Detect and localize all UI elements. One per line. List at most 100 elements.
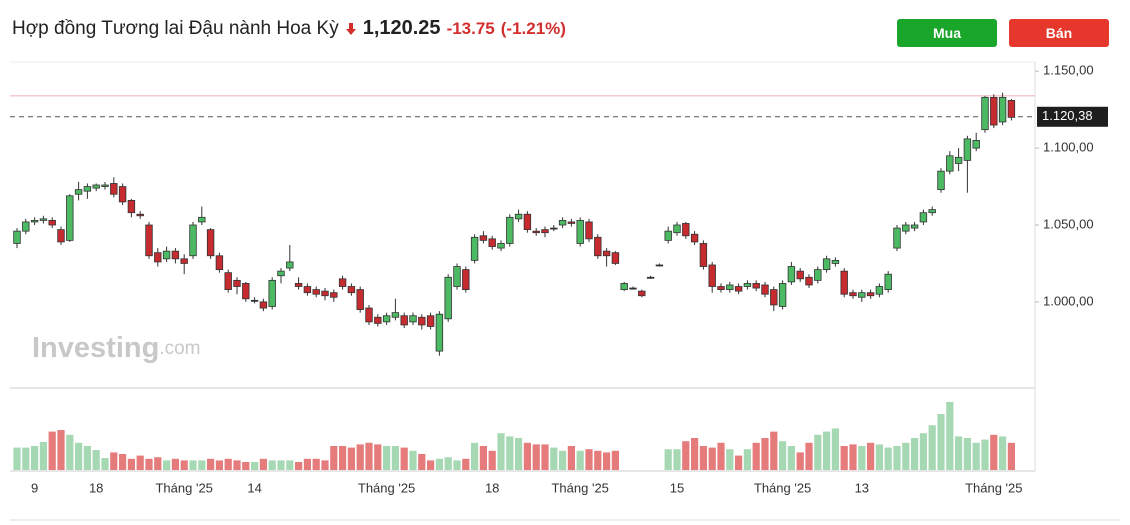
down-arrow	[345, 22, 356, 35]
volume-bar	[911, 438, 919, 470]
volume-bar	[567, 446, 575, 470]
candle-body	[946, 155, 954, 172]
volume-bar	[171, 458, 179, 470]
candle-body	[338, 278, 347, 287]
volume-bar	[127, 458, 135, 470]
volume-bar	[594, 450, 602, 470]
candle-body	[382, 315, 391, 323]
volume-bar	[224, 458, 232, 470]
volume-bar	[717, 442, 725, 470]
y-tick-label: 1.150,00	[1043, 63, 1094, 78]
volume-bar	[743, 449, 751, 470]
volume-bar	[673, 449, 681, 470]
candle-body	[1007, 100, 1016, 118]
x-tick-label: 9	[31, 480, 38, 495]
candle-body	[215, 255, 224, 270]
candle-body	[13, 230, 21, 244]
candle-body	[981, 96, 989, 131]
x-tick-label: Tháng '25	[155, 480, 212, 495]
volume-bar	[154, 457, 162, 470]
candle-body	[418, 316, 426, 326]
candle-body	[154, 252, 162, 263]
candle-body	[778, 283, 787, 307]
volume-bar	[180, 460, 188, 470]
volume-bar	[418, 454, 426, 470]
candle-body	[770, 289, 778, 306]
candle-body	[286, 261, 294, 269]
volume-bar	[303, 458, 311, 470]
volume-bar	[57, 430, 65, 470]
volume-bar	[444, 457, 452, 470]
candle-body	[523, 213, 532, 231]
volume-bar	[805, 442, 813, 470]
volume-bar	[347, 447, 355, 470]
candle-body	[831, 259, 840, 264]
candle-body	[22, 221, 30, 232]
volume-bar	[532, 444, 540, 470]
candle-body	[963, 138, 972, 161]
candle-body	[990, 96, 998, 126]
instrument-title: Hợp đồng Tương lai Đậu nành Hoa Kỳ	[12, 17, 339, 39]
candle-body	[972, 140, 980, 149]
volume-bar	[1007, 442, 1015, 470]
volume-bar	[867, 442, 875, 470]
volume-bar	[999, 436, 1007, 470]
volume-bar	[48, 431, 56, 470]
candle-body	[638, 290, 646, 297]
volume-bar	[761, 438, 769, 470]
volume-bar	[110, 452, 118, 470]
volume-bar	[972, 442, 980, 470]
candle-body	[435, 313, 444, 352]
volume-bar	[435, 458, 443, 470]
volume-bar	[664, 449, 672, 470]
volume-bar	[462, 458, 470, 470]
volume-bar	[735, 455, 743, 470]
volume-bar	[391, 446, 399, 470]
candle-body	[233, 279, 241, 287]
volume-bar	[453, 460, 461, 470]
volume-bar	[523, 442, 531, 470]
candle-body	[444, 276, 452, 320]
change: -13.75	[446, 18, 495, 38]
candle-body	[356, 289, 364, 310]
candle-body	[655, 264, 664, 267]
candle-body	[602, 250, 611, 257]
candle-body	[242, 283, 250, 300]
candle-body	[858, 292, 866, 298]
candle-body	[682, 223, 690, 237]
candle-body	[136, 213, 144, 217]
candle-body	[708, 264, 716, 287]
volume-bar	[770, 431, 778, 470]
price: 1,120.25	[362, 17, 441, 39]
candle-body	[347, 286, 356, 294]
volume-bar	[840, 446, 848, 470]
volume-bar	[506, 436, 514, 470]
candle-body	[761, 284, 769, 295]
candle-body	[497, 243, 505, 249]
volume-bar	[163, 460, 171, 470]
volume-bar	[990, 434, 998, 470]
last-price-box	[1037, 106, 1108, 127]
candle-body	[127, 199, 136, 214]
y-tick-label: 1.000,00	[1043, 293, 1094, 308]
candle-body	[66, 195, 74, 241]
candle-body	[92, 184, 100, 189]
volume-bar	[699, 446, 707, 470]
volume-bar	[814, 434, 822, 470]
volume-bar	[101, 458, 109, 470]
candle-body	[902, 224, 910, 232]
volume-bar	[726, 449, 734, 470]
candle-body	[312, 289, 320, 295]
candle-body	[453, 266, 461, 287]
candle-body	[145, 224, 153, 257]
volume-bar	[603, 452, 611, 470]
x-tick-label: 14	[247, 480, 261, 495]
volume-bar	[787, 446, 795, 470]
sell-button[interactable]: Bán	[1009, 19, 1109, 47]
candle-body	[330, 292, 338, 298]
buy-button[interactable]: Mua	[897, 19, 997, 47]
volume-bar	[611, 450, 619, 470]
change-percent: (-1.21%)	[500, 18, 566, 38]
candle-body	[294, 283, 303, 287]
candle-body	[849, 292, 857, 297]
